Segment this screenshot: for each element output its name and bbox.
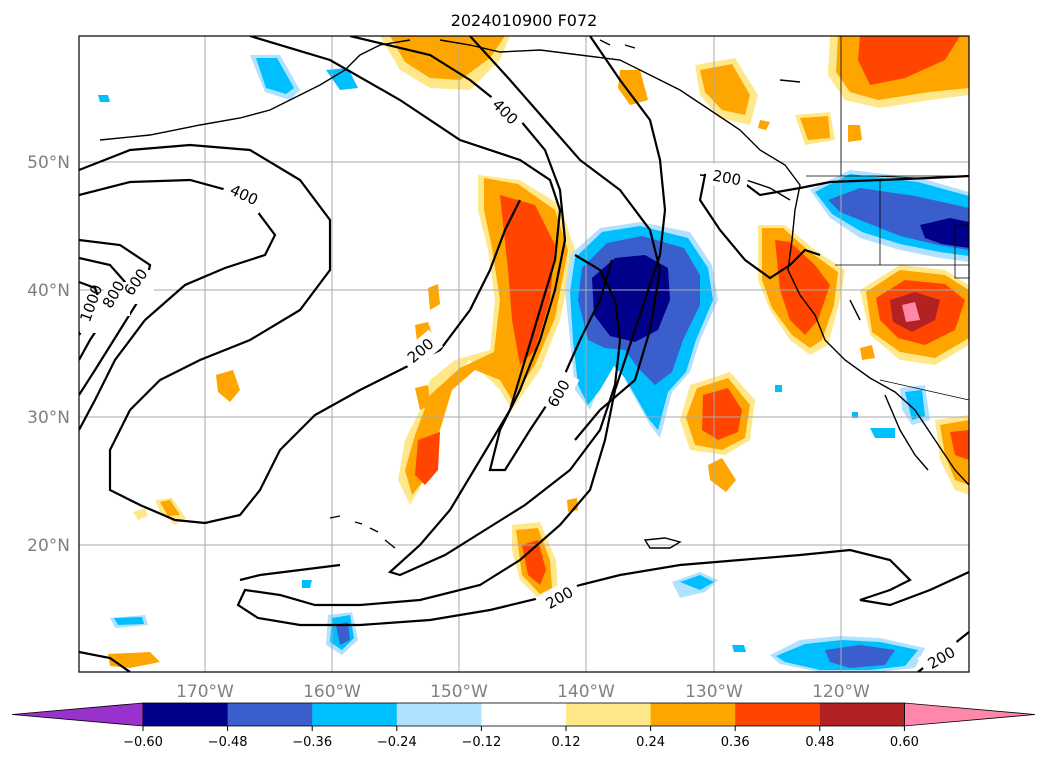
- colorbar-tick-label: −0.60: [123, 735, 163, 750]
- political-borders: [806, 36, 969, 401]
- negative-anomaly-area: [98, 95, 110, 102]
- latitude-labels: 50°N 40°N 30°N 20°N: [27, 153, 70, 556]
- positive-anomaly-area: [800, 116, 830, 140]
- coastlines: [99, 39, 969, 549]
- lon-label: 160°W: [303, 682, 361, 702]
- negative-anomaly-area: [920, 218, 969, 248]
- negative-anomaly-area: [680, 575, 714, 590]
- map-title: 2024010900 F072: [451, 11, 598, 30]
- negative-anomaly-area: [326, 68, 358, 90]
- colorbar-cells: [11, 702, 1036, 727]
- colorbar-cell: [566, 703, 652, 726]
- map-panel: 400 400 1000 800 600 200 600 200 200 200: [79, 36, 969, 672]
- negative-anomaly-area: [592, 255, 670, 342]
- colorbar-ticks: −0.60 −0.48 −0.36 −0.24 −0.12 0.12 0.24 0.36 0.4…: [123, 726, 919, 750]
- colorbar-extend-high: [904, 702, 1036, 727]
- colorbar-cell: [143, 703, 229, 726]
- lon-label: 130°W: [685, 682, 743, 702]
- negative-anomaly-area: [302, 580, 312, 588]
- positive-anomaly-area: [858, 36, 960, 85]
- colorbar-tick-label: −0.48: [208, 735, 248, 750]
- colorbar-cell: [396, 703, 482, 726]
- positive-anomaly-area: [902, 302, 920, 322]
- colorbar-cell: [312, 703, 398, 726]
- negative-anomaly-area: [256, 58, 294, 94]
- positive-anomaly-area: [500, 195, 555, 365]
- colorbar-tick-label: −0.12: [461, 735, 501, 750]
- colorbar-tick-label: −0.36: [292, 735, 332, 750]
- colorbar-extend-low: [11, 702, 144, 727]
- colorbar-tick-label: 0.24: [636, 735, 665, 750]
- lat-label: 20°N: [27, 536, 70, 556]
- colorbar-cell: [227, 703, 313, 726]
- positive-anomaly-area: [848, 125, 862, 142]
- lat-label: 30°N: [27, 408, 70, 428]
- colorbar-tick-label: 0.36: [721, 735, 750, 750]
- positive-anomaly-area: [216, 370, 240, 402]
- positive-anomaly-area: [708, 458, 736, 492]
- positive-anomaly-area: [860, 345, 875, 360]
- lon-label: 120°W: [812, 682, 870, 702]
- positive-anomaly-area: [758, 120, 770, 130]
- negative-anomaly-area: [775, 385, 782, 392]
- lon-label: 170°W: [176, 682, 234, 702]
- lat-label: 50°N: [27, 153, 70, 173]
- negative-anomaly-area: [905, 390, 925, 420]
- colorbar: −0.60 −0.48 −0.36 −0.24 −0.12 0.12 0.24 0.36 0.4…: [11, 702, 1036, 750]
- positive-anomaly-area: [618, 70, 648, 105]
- negative-anomaly-area: [336, 622, 350, 645]
- contour-200-sw: [79, 650, 131, 672]
- colorbar-outline: [142, 702, 905, 727]
- contour-600-trough: [469, 36, 662, 441]
- colorbar-cell: [481, 703, 567, 726]
- colorbar-tick-label: −0.24: [377, 735, 417, 750]
- positive-anomaly-area: [702, 388, 742, 440]
- lon-label: 150°W: [430, 682, 488, 702]
- colorbar-tick-label: 0.12: [552, 735, 581, 750]
- map-frame: [78, 35, 970, 673]
- lat-label: 40°N: [27, 281, 70, 301]
- shaded-field: [98, 36, 969, 672]
- negative-anomaly-area: [114, 617, 144, 625]
- positive-anomaly-area: [133, 508, 148, 520]
- negative-anomaly-area: [870, 428, 895, 438]
- positive-anomaly-area: [108, 652, 160, 668]
- contour-200-trough: [249, 36, 622, 577]
- positive-anomaly-area: [160, 500, 180, 516]
- positive-anomaly-area: [700, 64, 750, 115]
- contour-400-west: [79, 178, 277, 431]
- positive-anomaly-area: [522, 540, 546, 585]
- contour-label: 200: [711, 167, 742, 190]
- positive-anomaly-area: [950, 430, 969, 460]
- longitude-labels: 170°W 160°W 150°W 140°W 130°W 120°W: [176, 682, 870, 702]
- contour-200-south: [239, 563, 341, 582]
- positive-anomaly-area: [415, 385, 430, 410]
- contour-200-east-upper: [698, 173, 969, 280]
- colorbar-tick-label: 0.60: [890, 735, 919, 750]
- colorbar-cell: [819, 703, 905, 726]
- contour-200-east: [236, 36, 969, 627]
- lon-label: 140°W: [557, 682, 615, 702]
- colorbar-tick-label: 0.48: [805, 735, 834, 750]
- colorbar-cell: [650, 703, 736, 726]
- positive-anomaly-area: [415, 432, 440, 485]
- colorbar-cell: [735, 703, 821, 726]
- negative-anomaly-area: [825, 645, 895, 668]
- negative-anomaly-area: [732, 645, 746, 652]
